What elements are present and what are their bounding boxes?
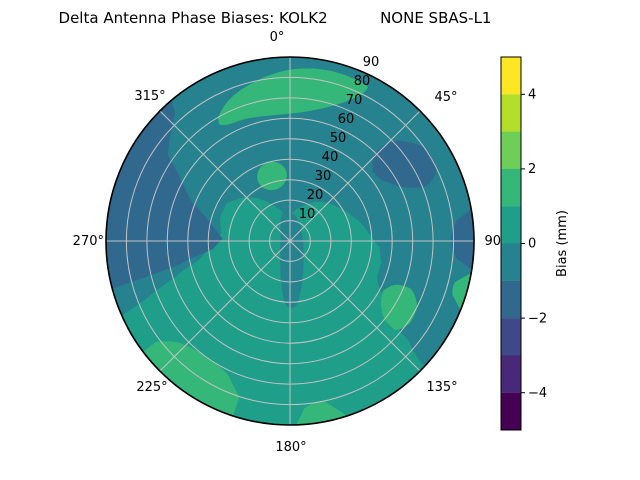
colorbar-band-1-2 bbox=[501, 168, 521, 207]
azimuth-label-135: 135° bbox=[426, 380, 457, 395]
colorbar-tick-label-0: 0 bbox=[528, 237, 536, 252]
colorbar-band-2-3 bbox=[501, 131, 521, 169]
radial-tick-labels: 10 20 30 40 50 60 70 80 90 bbox=[299, 55, 380, 222]
colorbar-band-0-1 bbox=[501, 206, 521, 244]
colorbar-band-4-5 bbox=[501, 57, 521, 95]
radial-label-40: 40 bbox=[322, 150, 339, 165]
colorbar-tick-label-4: 4 bbox=[528, 88, 536, 103]
azimuth-label-315: 315° bbox=[134, 89, 165, 104]
colorbar-band-m4-m3 bbox=[501, 355, 521, 393]
polar-grid bbox=[106, 57, 474, 425]
radial-label-60: 60 bbox=[338, 112, 355, 127]
azimuth-label-45: 45° bbox=[434, 90, 457, 105]
colorbar: 4 2 0 −2 −4 Bias (mm) bbox=[500, 56, 570, 431]
contour-band-m1-0-center-tongue bbox=[280, 211, 304, 309]
polar-rim bbox=[105, 56, 475, 426]
azimuth-label-225: 225° bbox=[136, 380, 167, 395]
colorbar-tick-labels: 4 2 0 −2 −4 bbox=[528, 88, 547, 401]
azimuth-label-0: 0° bbox=[270, 30, 285, 45]
colorbar-band-3-4 bbox=[501, 94, 521, 132]
radial-label-50: 50 bbox=[330, 131, 347, 146]
colorbar-band-m3-m2 bbox=[501, 318, 521, 356]
colorbar-band-m1-0 bbox=[501, 243, 521, 281]
radial-label-70: 70 bbox=[346, 93, 363, 108]
colorbar-axis-label: Bias (mm) bbox=[555, 210, 570, 277]
colorbar-tick-label-m2: −2 bbox=[528, 311, 547, 326]
contour-band-1-2-small-blob bbox=[257, 161, 287, 191]
figure-title: Delta Antenna Phase Biases: KOLK2 NONE S… bbox=[59, 9, 492, 27]
colorbar-band-m5-m4 bbox=[501, 392, 521, 430]
radial-label-80: 80 bbox=[354, 74, 371, 89]
radial-label-90: 90 bbox=[363, 55, 380, 70]
contour-band-1-2-southeast-blob bbox=[381, 284, 417, 330]
azimuth-label-180: 180° bbox=[275, 440, 306, 455]
colorbar-ticks bbox=[521, 93, 525, 394]
grid-spoke-135-315 bbox=[159, 110, 421, 372]
radial-label-30: 30 bbox=[315, 169, 332, 184]
contour-band-1-2-east-notch bbox=[452, 273, 472, 310]
radial-label-10: 10 bbox=[299, 207, 316, 222]
radial-label-20: 20 bbox=[307, 188, 324, 203]
azimuth-label-90: 90 bbox=[484, 234, 501, 249]
contour-band-m2-m1-northeast bbox=[372, 140, 438, 188]
azimuth-label-270: 270° bbox=[73, 234, 104, 249]
colorbar-tick-label-m4: −4 bbox=[528, 386, 547, 401]
contour-band-1-2-southwest-arc bbox=[143, 341, 240, 416]
azimuth-tick-labels: 0° 45° 90 135° 180° 225° 270° 315° bbox=[73, 30, 501, 455]
contour-band-m2-m1-east-rim bbox=[451, 209, 474, 270]
colorbar-band-m2-m1 bbox=[501, 280, 521, 319]
colorbar-tick-label-2: 2 bbox=[528, 162, 536, 177]
